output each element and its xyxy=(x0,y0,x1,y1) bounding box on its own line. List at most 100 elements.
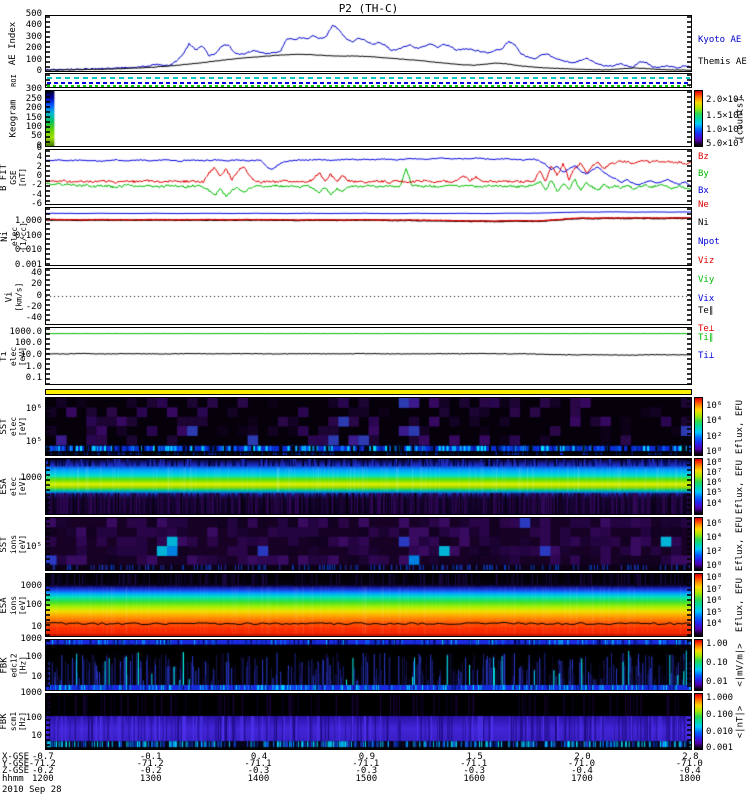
esa-ions-canvas xyxy=(46,574,691,636)
y-axis-label-line: edc12 xyxy=(10,653,19,677)
legend-label: Ti⊥ xyxy=(698,352,714,361)
x-tick-label: 1200 xyxy=(32,775,54,783)
colorbar-tick-label: 10⁴ xyxy=(706,417,722,426)
keogram-y-axis-label: Keogram xyxy=(0,90,28,147)
temperature-y-axis-label: Ti elec [eV] xyxy=(0,327,28,385)
colorbar-unit-text: <|nT|> xyxy=(736,705,746,738)
y-axis-label-line: [1/cc] xyxy=(19,222,28,251)
panel-density: Ni elec [1/cc] 1.000 0.100 0.010 0.001 xyxy=(0,207,750,266)
y-tick-label: 4 xyxy=(37,153,42,162)
legend-label: Viz xyxy=(698,257,714,266)
colorbar xyxy=(694,90,703,147)
colorbar-tick-label: 10⁰ xyxy=(706,448,722,457)
colorbar-tick-label: 10⁵ xyxy=(706,609,722,618)
y-tick-label: 50 xyxy=(31,132,42,141)
y-tick-label: 40 xyxy=(31,269,42,278)
fbk-efield-spectrogram xyxy=(45,639,692,691)
panel-fbk-efield: FBK edc12 [Hz] 1000 100 10 xyxy=(0,639,750,691)
colorbar-unit-label: Eflux, EFU xyxy=(733,458,748,515)
y-tick-label: -2 xyxy=(31,181,42,190)
roi-line-cyan xyxy=(47,77,690,79)
legend-label: Ne xyxy=(698,201,709,210)
y-axis-label-line: AE Index xyxy=(10,22,19,65)
themis-summary-figure: P2 (TH-C) AE Index 500 400 300 200 100 0 ROI … xyxy=(0,0,750,800)
colorbar-tick-label: 1.00 xyxy=(706,640,728,649)
y-tick-label: 10⁶ xyxy=(26,405,42,414)
fbk-bfield-y-axis-label: FBK scm1 [Hz] xyxy=(0,693,28,750)
panel-keogram: Keogram 300 250 200 150 100 50 0 xyxy=(0,90,750,147)
colorbar-tick-label: 10⁰ xyxy=(706,562,722,571)
colorbar-unit-label: <|mV/m|> xyxy=(733,639,748,691)
panel-sst-electrons: SST elec [eV] 10⁶ 10⁵ xyxy=(0,397,750,456)
colorbar-tick-label: 10⁵ xyxy=(706,489,722,498)
y-tick-label: 400 xyxy=(26,21,42,30)
y-axis-label-line: [nT] xyxy=(19,163,28,190)
panel-bfit: B FIT GSE [nT] 6 4 2 0 -2 -4 -6 xyxy=(0,149,750,205)
bfit-y-axis-label: B FIT GSE [nT] xyxy=(0,149,28,205)
colorbar-tick-label: 1.000 xyxy=(706,694,733,703)
roi-y-axis-label: ROI xyxy=(0,73,28,88)
colorbar-tick-label: 10⁶ xyxy=(706,402,722,411)
colorbar xyxy=(694,397,703,456)
temperature-plot-canvas xyxy=(46,328,691,384)
y-tick-label: 100 xyxy=(26,123,42,132)
colorbar-unit-text: Eflux, EFU xyxy=(736,517,746,571)
roi-plot-area xyxy=(45,73,692,88)
y-axis-label-line: [eV] xyxy=(18,534,27,553)
roi-line-green xyxy=(47,85,690,87)
y-axis-label-line: [eV] xyxy=(18,595,27,614)
legend-label: Te∥ xyxy=(698,307,713,316)
colorbar-tick-label: 10⁸ xyxy=(706,574,722,583)
colorbar-unit-text: <|mV/m|> xyxy=(736,643,746,686)
colorbar-unit-label: Eflux, EFU xyxy=(733,517,748,571)
bfit-plot-area xyxy=(45,149,692,205)
y-axis-label-line: Vi xyxy=(5,282,14,311)
legend-label: Ti∥ xyxy=(698,334,713,343)
colorbar xyxy=(694,458,703,515)
density-plot-canvas xyxy=(46,208,691,265)
colorbar-unit-text: Eflux, EFU xyxy=(736,399,746,453)
y-tick-label: 20 xyxy=(31,280,42,289)
y-axis-label-line: FBK xyxy=(1,653,10,677)
date-label: 2010 Sep 28 xyxy=(2,786,62,794)
y-tick-label: 10 xyxy=(31,732,42,741)
legend-label: Viy xyxy=(698,276,714,285)
sst-electrons-canvas xyxy=(46,398,691,455)
esa-ions-y-axis-label: ESA ions [eV] xyxy=(0,573,28,637)
y-axis-label-line: [km/s] xyxy=(14,282,23,311)
colorbar-tick-label: 10⁴ xyxy=(706,534,722,543)
sst-ions-spectrogram xyxy=(45,517,692,571)
ae-y-axis-label: AE Index xyxy=(0,15,28,72)
y-axis-label-line: [Hz] xyxy=(19,653,28,677)
panel-temperature: Ti elec [eV] 1000.0 100.0 10.0 1.0 0.1 xyxy=(0,327,750,385)
esa-ions-spectrogram xyxy=(45,573,692,637)
fbk-efield-canvas xyxy=(46,640,691,690)
panel-fbk-bfield: FBK scm1 [Hz] 1000 100 10 xyxy=(0,693,750,750)
density-y-axis-label: Ni elec [1/cc] xyxy=(0,207,28,266)
time-axis-block: 2010 Sep 28 X-GSE -0.7 -0.1 0.4 0.9 1.5 2.0 2.8… xyxy=(0,750,750,800)
roi-line-blue xyxy=(47,82,690,84)
x-axis-row-label: hhmm xyxy=(2,775,24,783)
legend-label: Vix xyxy=(698,295,714,304)
colorbar xyxy=(694,639,703,691)
colorbar-tick-label: 0.001 xyxy=(706,744,733,753)
legend-label: Ni xyxy=(698,219,709,228)
sst-ions-y-axis-label: SST ions [eV] xyxy=(0,517,28,571)
y-tick-label: 2 xyxy=(37,163,42,172)
colorbar-tick-label: 10⁶ xyxy=(706,597,722,606)
colorbar-tick-label: 10⁴ xyxy=(706,620,722,629)
colorbar-tick-label: 10² xyxy=(706,433,722,442)
keogram-plot-canvas xyxy=(46,91,691,146)
x-tick-label: 1800 xyxy=(679,775,701,783)
y-tick-label: -40 xyxy=(26,314,42,323)
y-axis-label-line: Ni xyxy=(1,222,10,251)
x-tick-label: 1600 xyxy=(463,775,485,783)
panel-sst-ions: SST ions [eV] 10⁵ xyxy=(0,517,750,571)
colorbar-tick-label: 10⁸ xyxy=(706,459,722,468)
colorbar-tick-label: 0.10 xyxy=(706,659,728,668)
colorbar-tick-label: 10² xyxy=(706,548,722,557)
legend-label: Bz xyxy=(698,153,709,162)
y-axis-label-line: Keogram xyxy=(10,100,19,138)
panel-esa-ions: ESA ions [eV] 1000 100 10 xyxy=(0,573,750,637)
legend-label: Bx xyxy=(698,187,709,196)
